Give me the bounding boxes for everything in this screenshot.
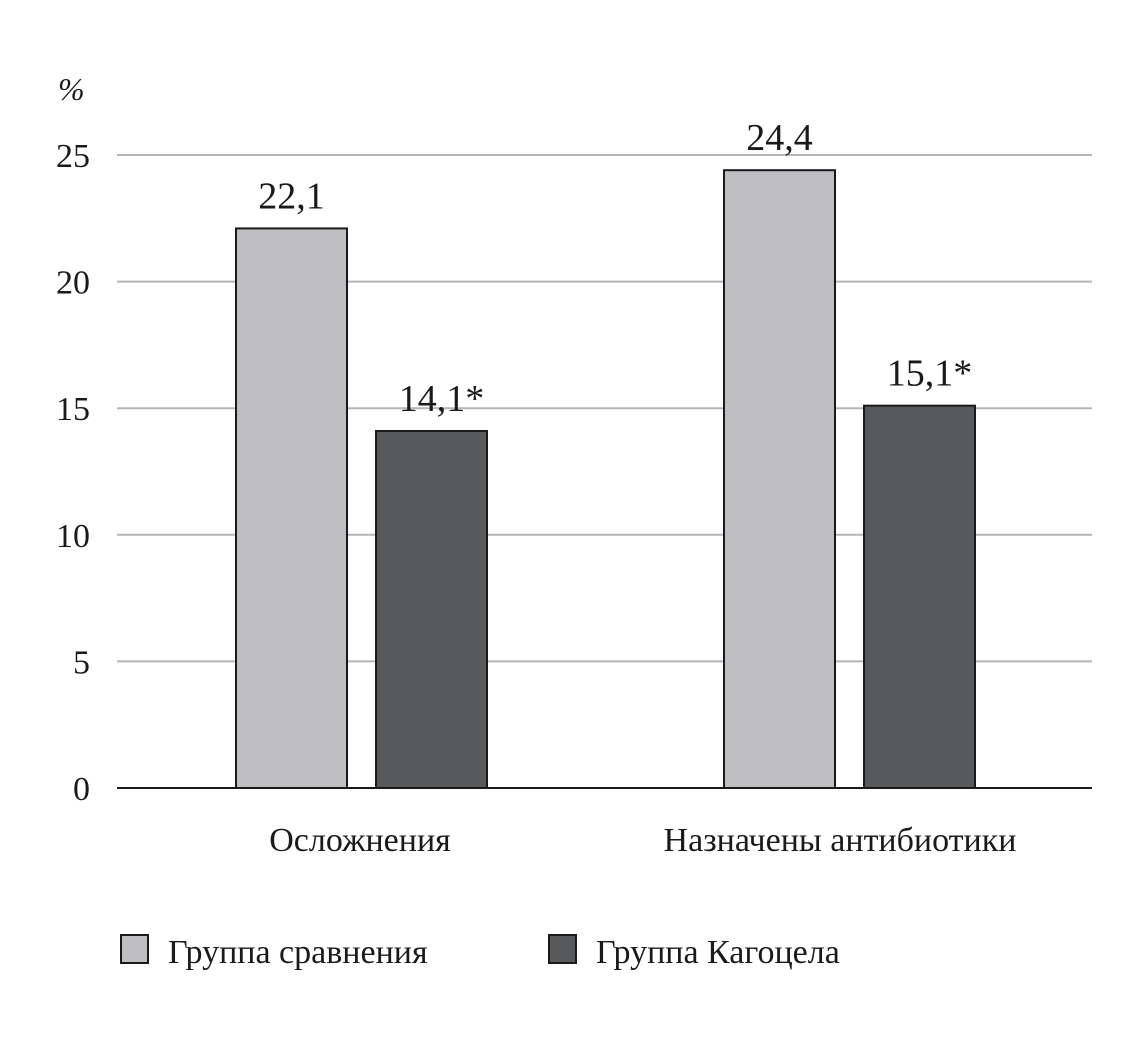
value-labels: 22,1 14,1* 24,4 15,1*	[258, 117, 972, 420]
bar	[863, 404, 976, 789]
y-tick-label: 5	[73, 644, 90, 681]
bar-value-label: 24,4	[746, 117, 813, 159]
y-tick-label: 0	[73, 771, 90, 808]
y-tick-labels: 0 5 10 15 20 25	[56, 138, 90, 808]
y-axis-unit-label: %	[58, 71, 85, 107]
bar	[723, 169, 836, 789]
legend: Группа сравнения Группа Кагоцела	[120, 934, 840, 971]
legend-label: Группа Кагоцела	[596, 934, 840, 971]
y-tick-label: 15	[56, 391, 90, 428]
x-category-label: Осложнения	[269, 822, 451, 859]
bar-value-label: 22,1	[258, 175, 325, 217]
bars-layer	[235, 169, 976, 790]
category-labels: Осложнения Назначены антибиотики	[269, 822, 1016, 859]
legend-swatch	[548, 934, 577, 964]
y-tick-label: 20	[56, 265, 90, 302]
y-tick-label: 10	[56, 518, 90, 555]
y-tick-label: 25	[56, 138, 90, 175]
bar-value-label: 15,1*	[887, 353, 973, 395]
legend-label: Группа сравнения	[168, 934, 428, 971]
bar	[375, 429, 488, 789]
bar	[235, 227, 348, 790]
x-category-label: Назначены антибиотики	[664, 822, 1017, 859]
legend-swatch	[120, 934, 149, 964]
bar-value-label: 14,1*	[399, 378, 485, 420]
